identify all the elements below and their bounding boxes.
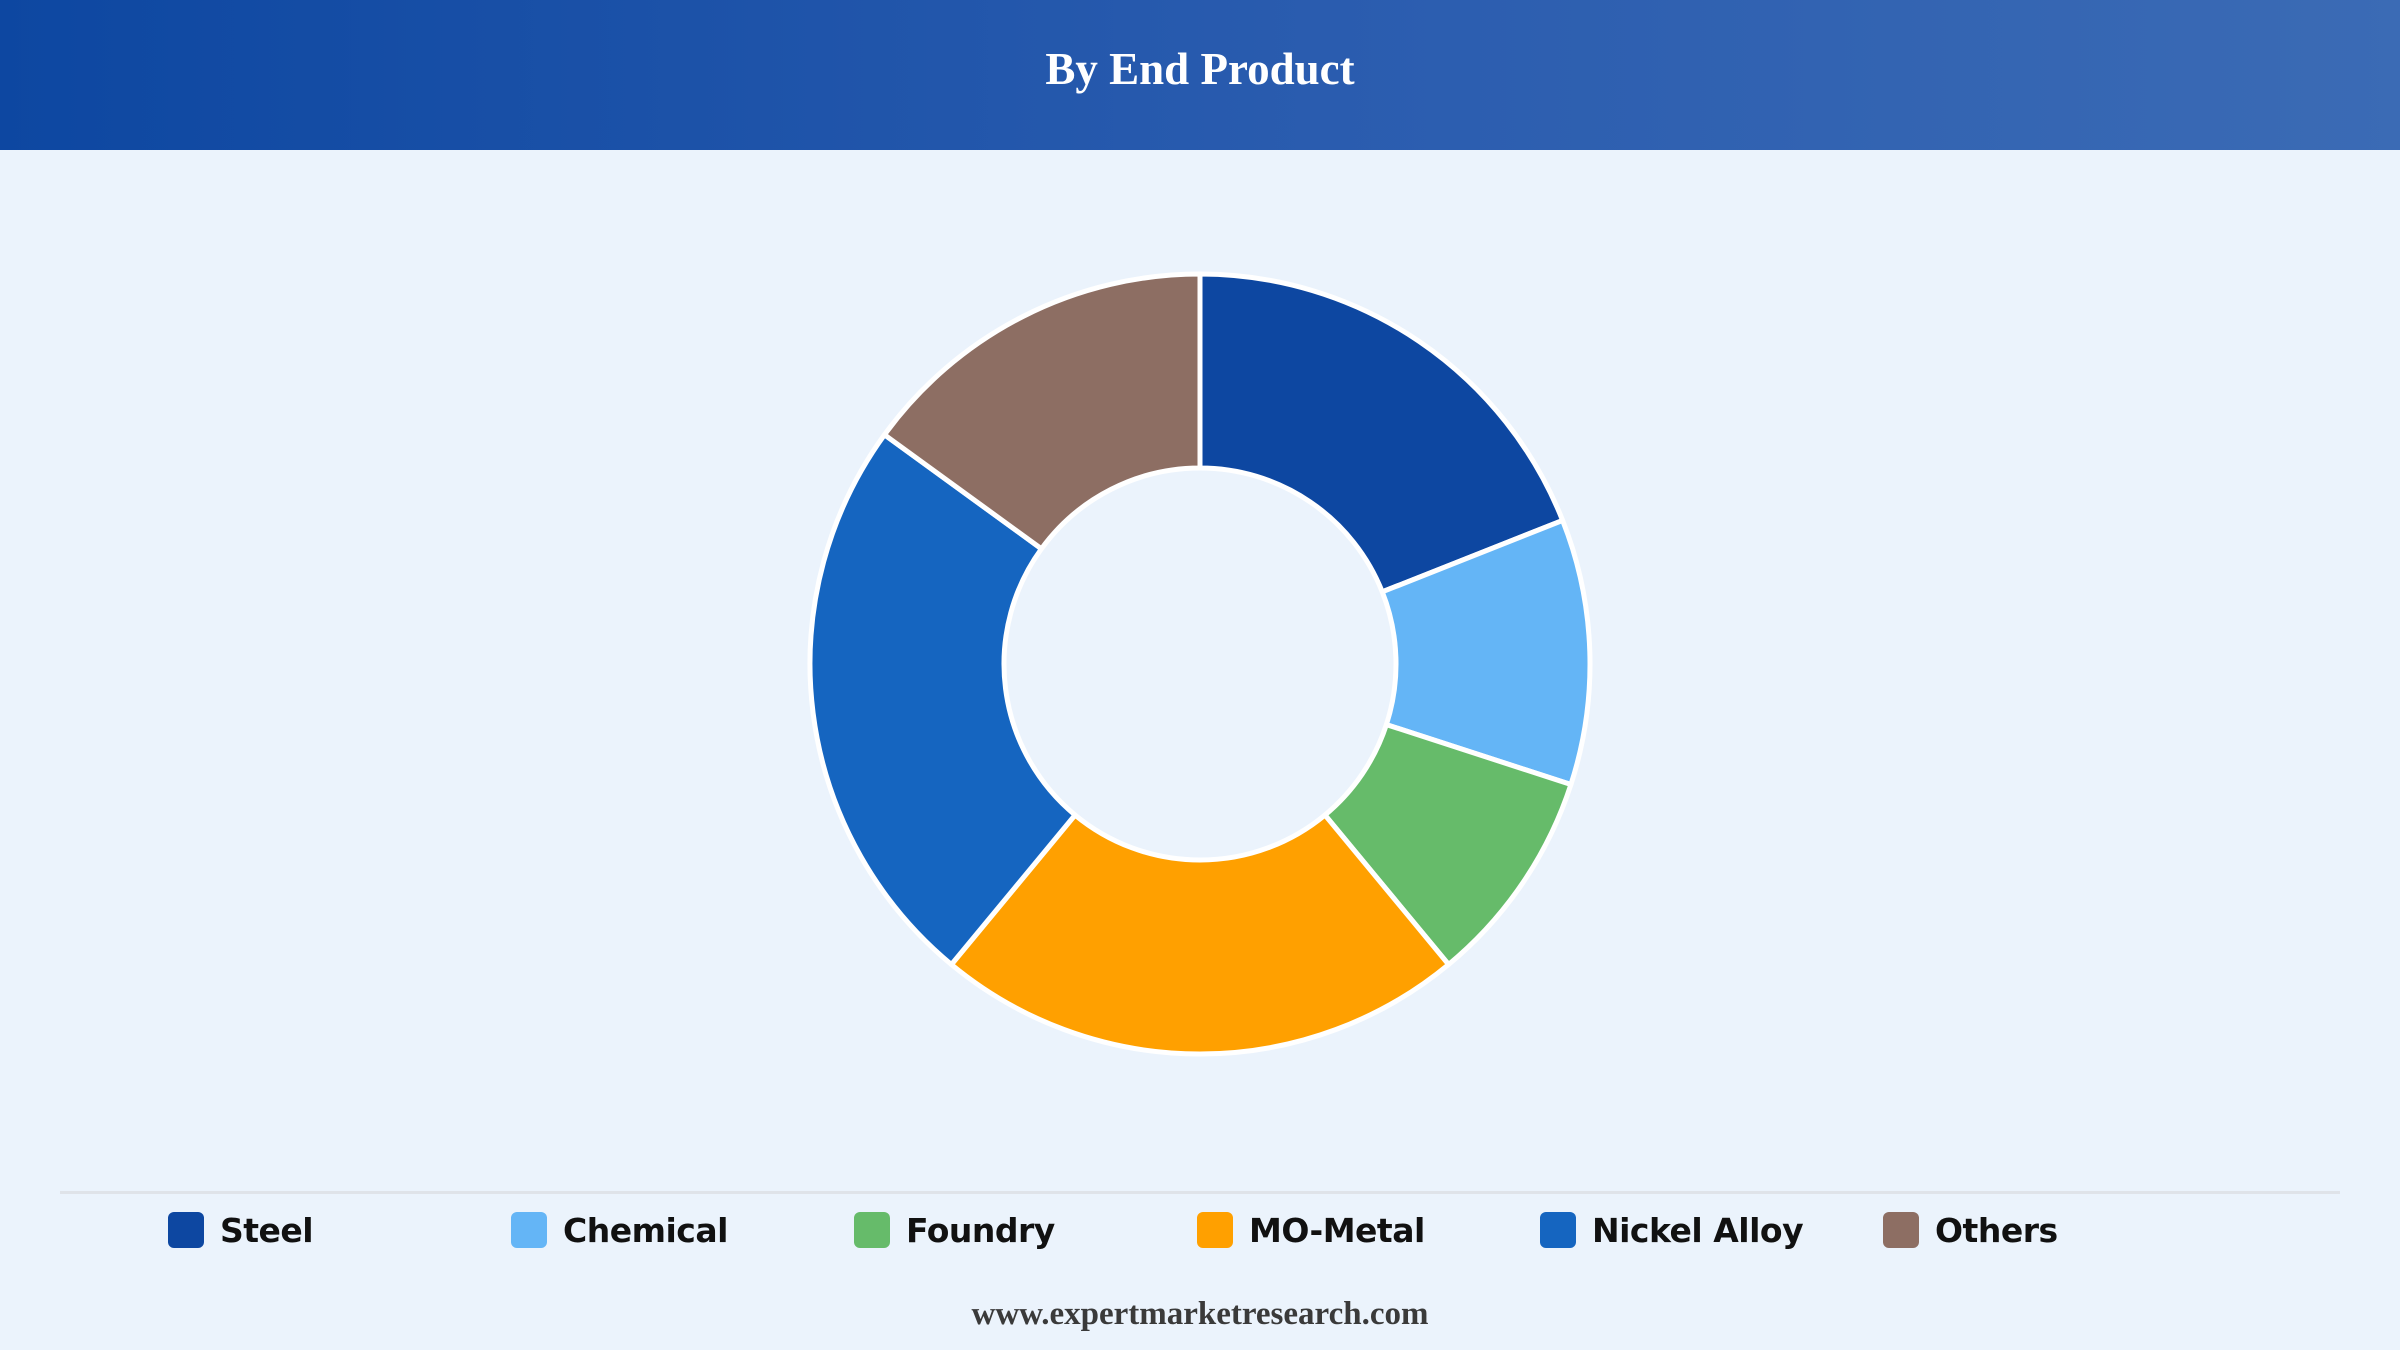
- donut-chart: [807, 271, 1593, 1057]
- donut-slice-steel: [1197, 271, 1566, 595]
- legend-label-mo-metal: MO-Metal: [1249, 1210, 1425, 1250]
- legend-swatch-others: [1883, 1212, 1919, 1248]
- legend-item-nickel-alloy: Nickel Alloy: [1540, 1205, 1804, 1255]
- donut-slice-others: [881, 271, 1203, 552]
- legend-item-chemical: Chemical: [511, 1205, 728, 1255]
- legend-swatch-steel: [168, 1212, 204, 1248]
- legend-swatch-foundry: [854, 1212, 890, 1248]
- donut-slice-mo-metal: [948, 812, 1452, 1057]
- legend-item-others: Others: [1883, 1205, 2058, 1255]
- legend-label-foundry: Foundry: [906, 1210, 1055, 1250]
- footer-website: www.expertmarketresearch.com: [971, 1296, 1429, 1332]
- chart-header: By End Product: [0, 0, 2400, 150]
- legend-label-nickel-alloy: Nickel Alloy: [1592, 1210, 1804, 1250]
- legend-swatch-nickel-alloy: [1540, 1212, 1576, 1248]
- donut-slice-chemical: [1379, 517, 1593, 788]
- legend-item-mo-metal: MO-Metal: [1197, 1205, 1425, 1255]
- legend-label-others: Others: [1935, 1210, 2058, 1250]
- chart-legend: Steel Chemical Foundry MO-Metal Nickel A…: [168, 1205, 2268, 1255]
- legend-swatch-chemical: [511, 1212, 547, 1248]
- legend-divider: [60, 1191, 2340, 1194]
- donut-slice-nickel-alloy: [807, 432, 1078, 967]
- legend-label-steel: Steel: [220, 1210, 314, 1250]
- legend-item-steel: Steel: [168, 1205, 314, 1255]
- legend-item-foundry: Foundry: [854, 1205, 1055, 1255]
- legend-label-chemical: Chemical: [563, 1210, 728, 1250]
- legend-swatch-mo-metal: [1197, 1212, 1233, 1248]
- chart-title: By End Product: [1045, 44, 1355, 94]
